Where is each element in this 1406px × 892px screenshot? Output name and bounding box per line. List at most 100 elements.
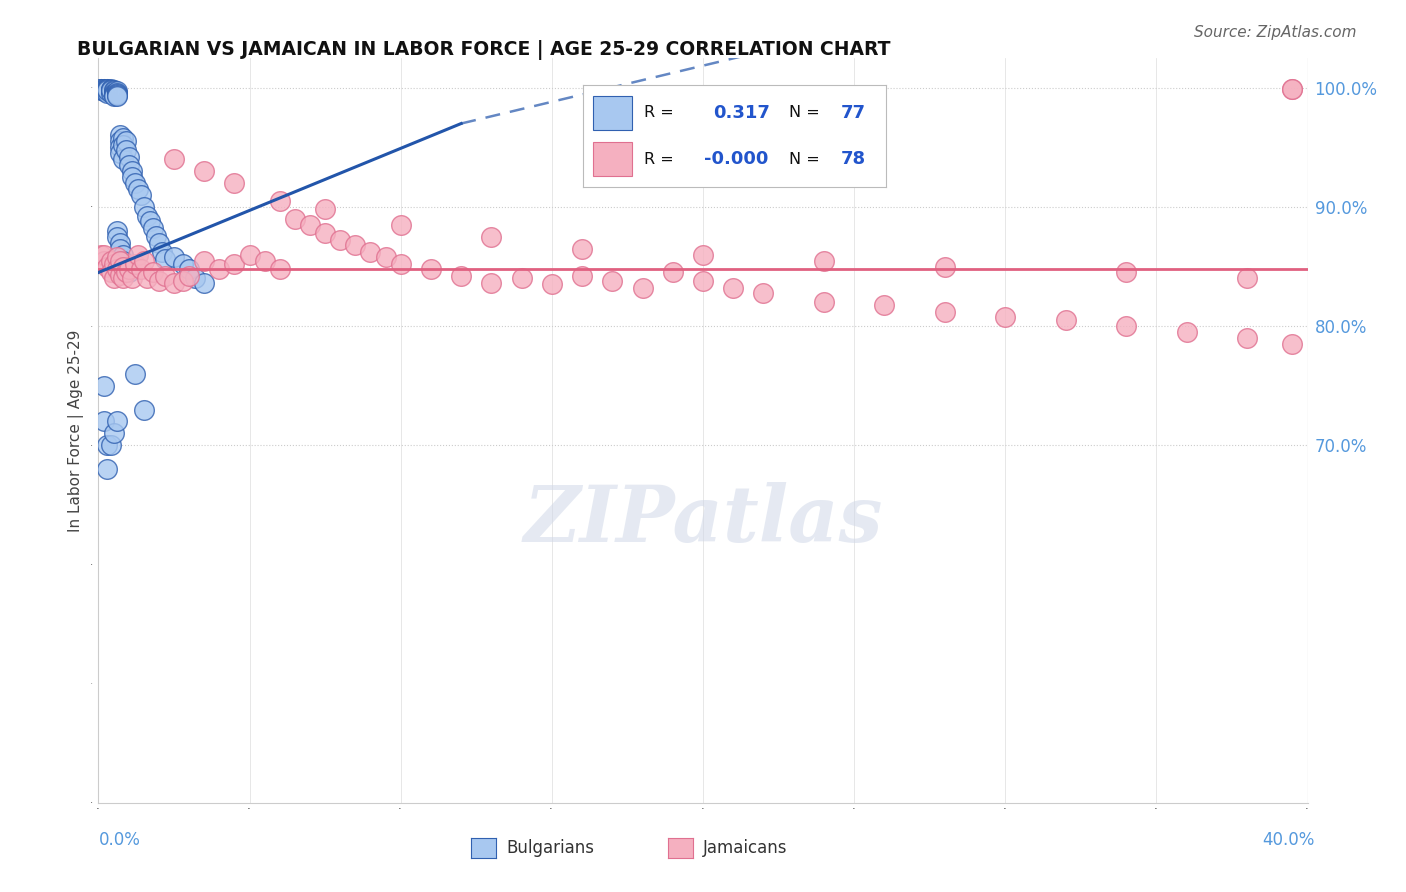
Point — [103, 257, 125, 271]
Point — [100, 82, 122, 96]
Point — [150, 245, 173, 260]
Point — [571, 242, 593, 256]
Point — [129, 261, 152, 276]
Point — [96, 82, 118, 96]
Text: 0.317: 0.317 — [713, 104, 770, 122]
Point — [344, 238, 367, 252]
Point — [752, 285, 775, 300]
Point — [1281, 82, 1303, 96]
Point — [90, 83, 112, 97]
Point — [127, 182, 149, 196]
Point — [114, 143, 136, 157]
FancyBboxPatch shape — [592, 96, 631, 130]
Point — [108, 268, 131, 282]
Text: 77: 77 — [841, 104, 866, 122]
Point — [540, 277, 562, 292]
Point — [111, 271, 134, 285]
Text: 0.0%: 0.0% — [98, 831, 141, 849]
Point — [114, 135, 136, 149]
Point — [135, 210, 157, 224]
Point — [96, 84, 118, 98]
Text: R =: R = — [644, 105, 673, 120]
Point — [269, 261, 291, 276]
Text: -0.000: -0.000 — [704, 150, 769, 168]
Point — [105, 89, 128, 103]
Point — [105, 87, 128, 101]
Point — [103, 86, 125, 100]
Point — [184, 271, 207, 285]
Point — [105, 86, 128, 100]
Point — [172, 274, 194, 288]
Point — [100, 83, 122, 97]
Point — [723, 281, 745, 295]
Text: Bulgarians: Bulgarians — [506, 839, 595, 857]
Point — [121, 170, 143, 185]
Point — [124, 367, 146, 381]
Point — [100, 438, 122, 452]
Point — [111, 253, 134, 268]
Point — [100, 83, 122, 97]
Point — [105, 224, 128, 238]
Point — [193, 277, 215, 291]
Point — [103, 87, 125, 101]
Point — [1175, 325, 1198, 339]
Point — [179, 268, 201, 283]
Point — [481, 229, 503, 244]
Point — [139, 214, 162, 228]
Point — [994, 310, 1017, 324]
Point — [100, 265, 122, 279]
Point — [118, 150, 141, 164]
Point — [108, 135, 131, 149]
Point — [163, 153, 186, 167]
Point — [389, 218, 412, 232]
Point — [631, 281, 654, 295]
Point — [135, 271, 157, 285]
Point — [124, 257, 146, 271]
Point — [329, 233, 352, 247]
Point — [1236, 271, 1258, 285]
Point — [314, 226, 336, 240]
Point — [299, 218, 322, 232]
Point — [692, 274, 714, 288]
Point — [142, 265, 165, 279]
Point — [105, 250, 128, 264]
Point — [813, 253, 835, 268]
Point — [389, 257, 412, 271]
Point — [108, 253, 131, 268]
Point — [129, 188, 152, 202]
Point — [93, 84, 115, 98]
Point — [153, 252, 176, 267]
Point — [90, 82, 112, 96]
Text: 40.0%: 40.0% — [1263, 831, 1315, 849]
Point — [420, 261, 443, 276]
Point — [163, 250, 186, 264]
Point — [224, 176, 246, 190]
Text: BULGARIAN VS JAMAICAN IN LABOR FORCE | AGE 25-29 CORRELATION CHART: BULGARIAN VS JAMAICAN IN LABOR FORCE | A… — [77, 40, 891, 60]
Point — [96, 260, 118, 274]
Point — [314, 202, 336, 217]
Point — [208, 261, 231, 276]
Point — [813, 295, 835, 310]
Point — [93, 83, 115, 97]
Point — [118, 158, 141, 172]
Text: ZIPatlas: ZIPatlas — [523, 482, 883, 558]
Point — [93, 82, 115, 96]
Point — [96, 438, 118, 452]
Point — [96, 462, 118, 476]
Point — [132, 253, 155, 268]
Point — [661, 265, 683, 279]
Point — [132, 402, 155, 417]
Point — [179, 261, 201, 276]
Point — [269, 194, 291, 208]
Point — [100, 84, 122, 98]
Point — [360, 245, 382, 260]
Point — [121, 164, 143, 178]
Point — [1281, 82, 1303, 96]
Point — [93, 253, 115, 268]
Text: Source: ZipAtlas.com: Source: ZipAtlas.com — [1194, 25, 1357, 40]
Point — [148, 235, 170, 250]
Point — [111, 260, 134, 274]
Point — [510, 271, 533, 285]
Text: Jamaicans: Jamaicans — [703, 839, 787, 857]
Point — [873, 298, 896, 312]
